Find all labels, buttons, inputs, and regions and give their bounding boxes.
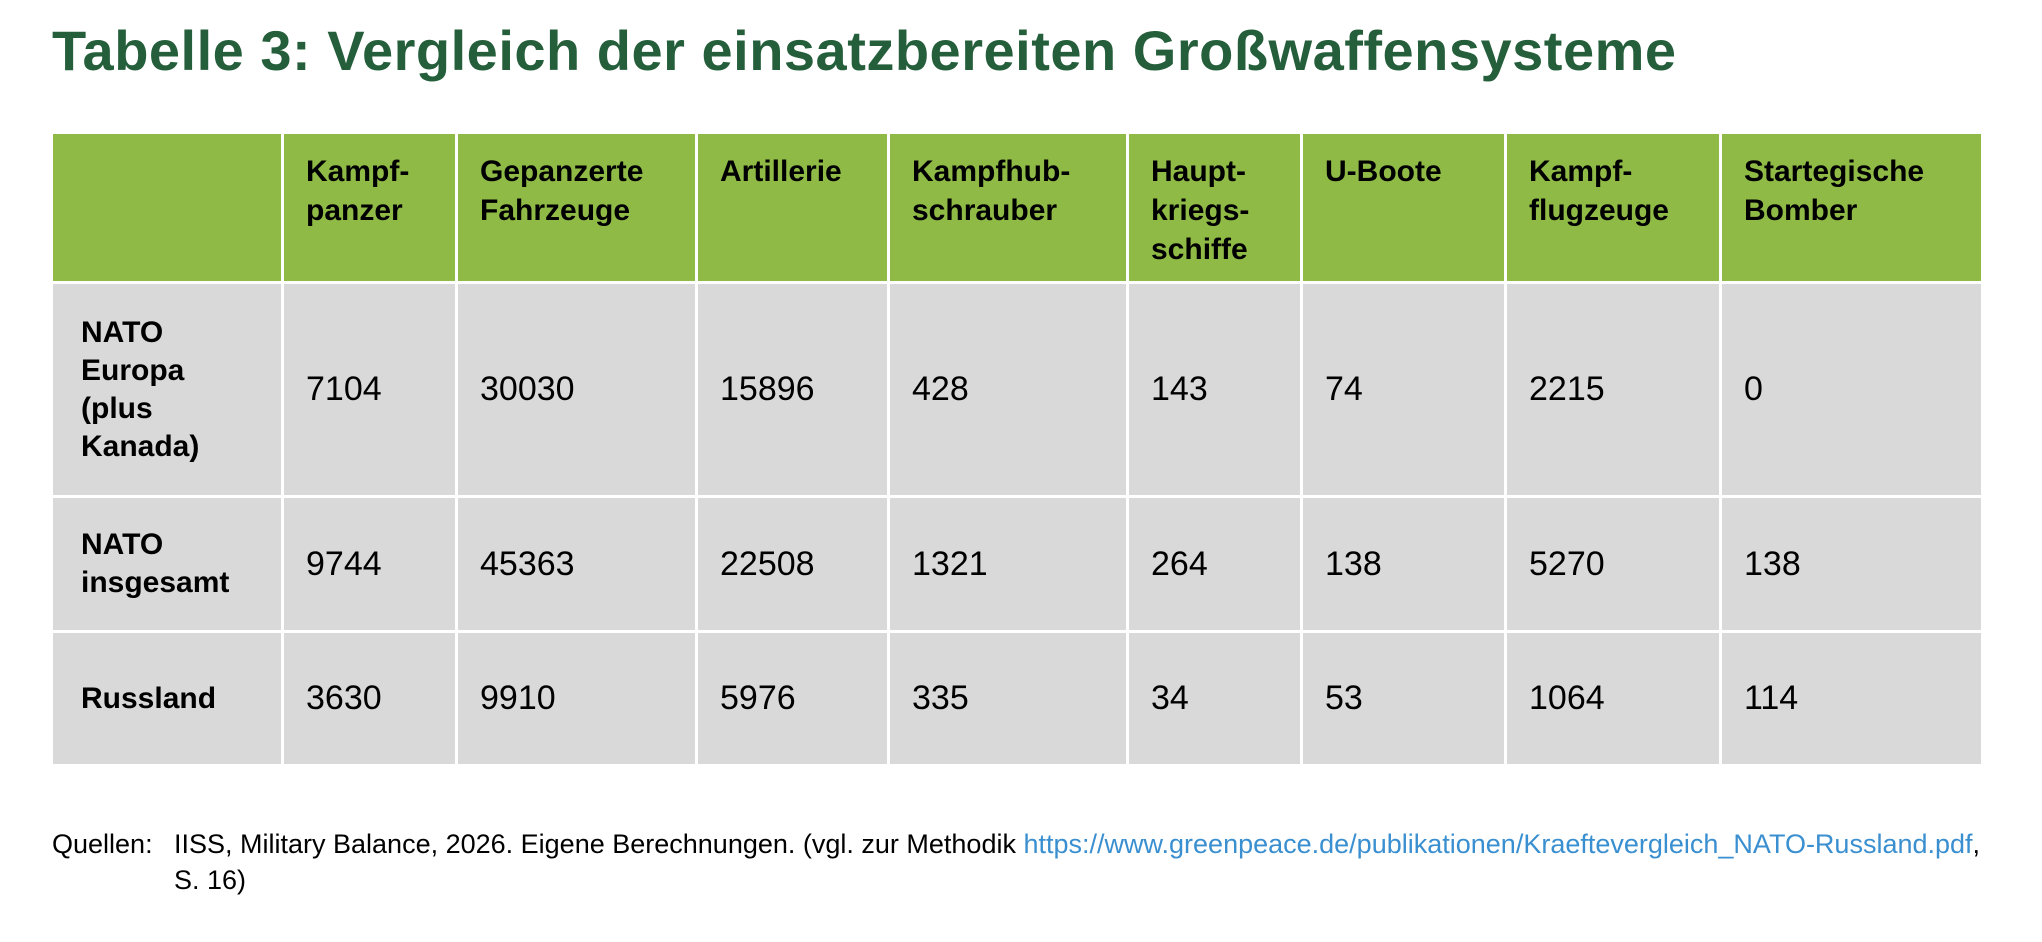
header-line: Haupt-	[1151, 155, 1246, 188]
column-header: Startegische Bomber	[1719, 131, 1984, 284]
value-cell: 45363	[455, 495, 698, 633]
value-cell: 7104	[281, 281, 458, 498]
header-line: Kampf-	[1529, 155, 1633, 188]
value-cell: 3630	[281, 630, 458, 767]
header-line: schiffe	[1151, 233, 1248, 266]
footnote-body: IISS, Military Balance, 2026. Eigene Ber…	[174, 826, 2012, 898]
header-line: Fahrzeuge	[480, 194, 631, 227]
column-header: U-Boote	[1300, 131, 1507, 284]
value-cell: 53	[1300, 630, 1507, 767]
column-header: Gepanzerte Fahrzeuge	[455, 131, 698, 284]
row-label: NATO insgesamt	[50, 495, 284, 633]
header-row: Kampf-panzer Gepanzerte Fahrzeuge Artilleri…	[50, 131, 1984, 284]
column-header: Artillerie	[695, 131, 890, 284]
value-cell: 138	[1300, 495, 1507, 633]
row-label-line: NATO	[81, 528, 164, 561]
footnote: Quellen: IISS, Military Balance, 2026. E…	[52, 826, 2012, 898]
value-cell: 264	[1126, 495, 1303, 633]
value-cell: 428	[887, 281, 1129, 498]
value-cell: 1321	[887, 495, 1129, 633]
header-line: panzer	[306, 194, 403, 227]
column-header: Kampf-flugzeuge	[1504, 131, 1722, 284]
row-label-line: (plus	[81, 391, 153, 425]
column-header: Kampf-panzer	[281, 131, 458, 284]
row-label: Russland	[50, 630, 284, 767]
column-header: Kampfhub-schrauber	[887, 131, 1129, 284]
table-body: NATO Europa (plus Kanada) 7104 30030 15896 428 1…	[50, 281, 1984, 767]
header-line: Gepanzerte	[480, 155, 644, 188]
corner-cell	[50, 131, 284, 284]
column-header: Haupt-kriegs-schiffe	[1126, 131, 1303, 284]
header-line: kriegs-	[1151, 194, 1250, 227]
header-line: Kampfhub-	[912, 155, 1071, 188]
source-link[interactable]: https://www.greenpeace.de/publikationen/…	[1023, 829, 1973, 859]
header-line: Kampf-	[306, 155, 410, 188]
value-cell: 335	[887, 630, 1129, 767]
value-cell: 143	[1126, 281, 1303, 498]
header-line: flugzeuge	[1529, 194, 1669, 227]
row-label-line: insgesamt	[81, 566, 230, 599]
row-label-line: Europa	[81, 353, 185, 387]
data-row: NATO Europa (plus Kanada) 7104 30030 15896 428 1…	[50, 281, 1984, 498]
value-cell: 9744	[281, 495, 458, 633]
value-cell: 5976	[695, 630, 890, 767]
footnote-text: IISS, Military Balance, 2026. Eigene Ber…	[174, 829, 1016, 859]
header-line: Startegische	[1744, 155, 1925, 188]
value-cell: 5270	[1504, 495, 1722, 633]
value-cell: 15896	[695, 281, 890, 498]
value-cell: 138	[1719, 495, 1984, 633]
value-cell: 0	[1719, 281, 1984, 498]
value-cell: 9910	[455, 630, 698, 767]
header-line: Bomber	[1744, 194, 1858, 227]
row-label-line: Russland	[81, 681, 217, 715]
row-label: NATO Europa (plus Kanada)	[50, 281, 284, 498]
footnote-after: , S. 16)	[174, 829, 1981, 895]
value-cell: 74	[1300, 281, 1507, 498]
row-label-line: Kanada)	[81, 429, 200, 463]
data-row: NATO insgesamt 9744 45363 22508 1321 264 138 527…	[50, 495, 1984, 633]
header-line: Artillerie	[720, 155, 842, 188]
row-label-line: NATO	[81, 315, 164, 349]
comparison-table: Kampf-panzer Gepanzerte Fahrzeuge Artilleri…	[50, 131, 1984, 767]
value-cell: 34	[1126, 630, 1303, 767]
footnote-label: Quellen:	[52, 829, 153, 859]
value-cell: 1064	[1504, 630, 1722, 767]
value-cell: 2215	[1504, 281, 1722, 498]
value-cell: 22508	[695, 495, 890, 633]
header-line: U-Boote	[1325, 155, 1442, 188]
data-row: Russland 3630 9910 5976 335 34 53 1064 114	[50, 630, 1984, 767]
title: Tabelle 3: Vergleich der einsatzbereiten…	[52, 19, 1677, 82]
header-line: schrauber	[912, 194, 1058, 227]
value-cell: 114	[1719, 630, 1984, 767]
value-cell: 30030	[455, 281, 698, 498]
